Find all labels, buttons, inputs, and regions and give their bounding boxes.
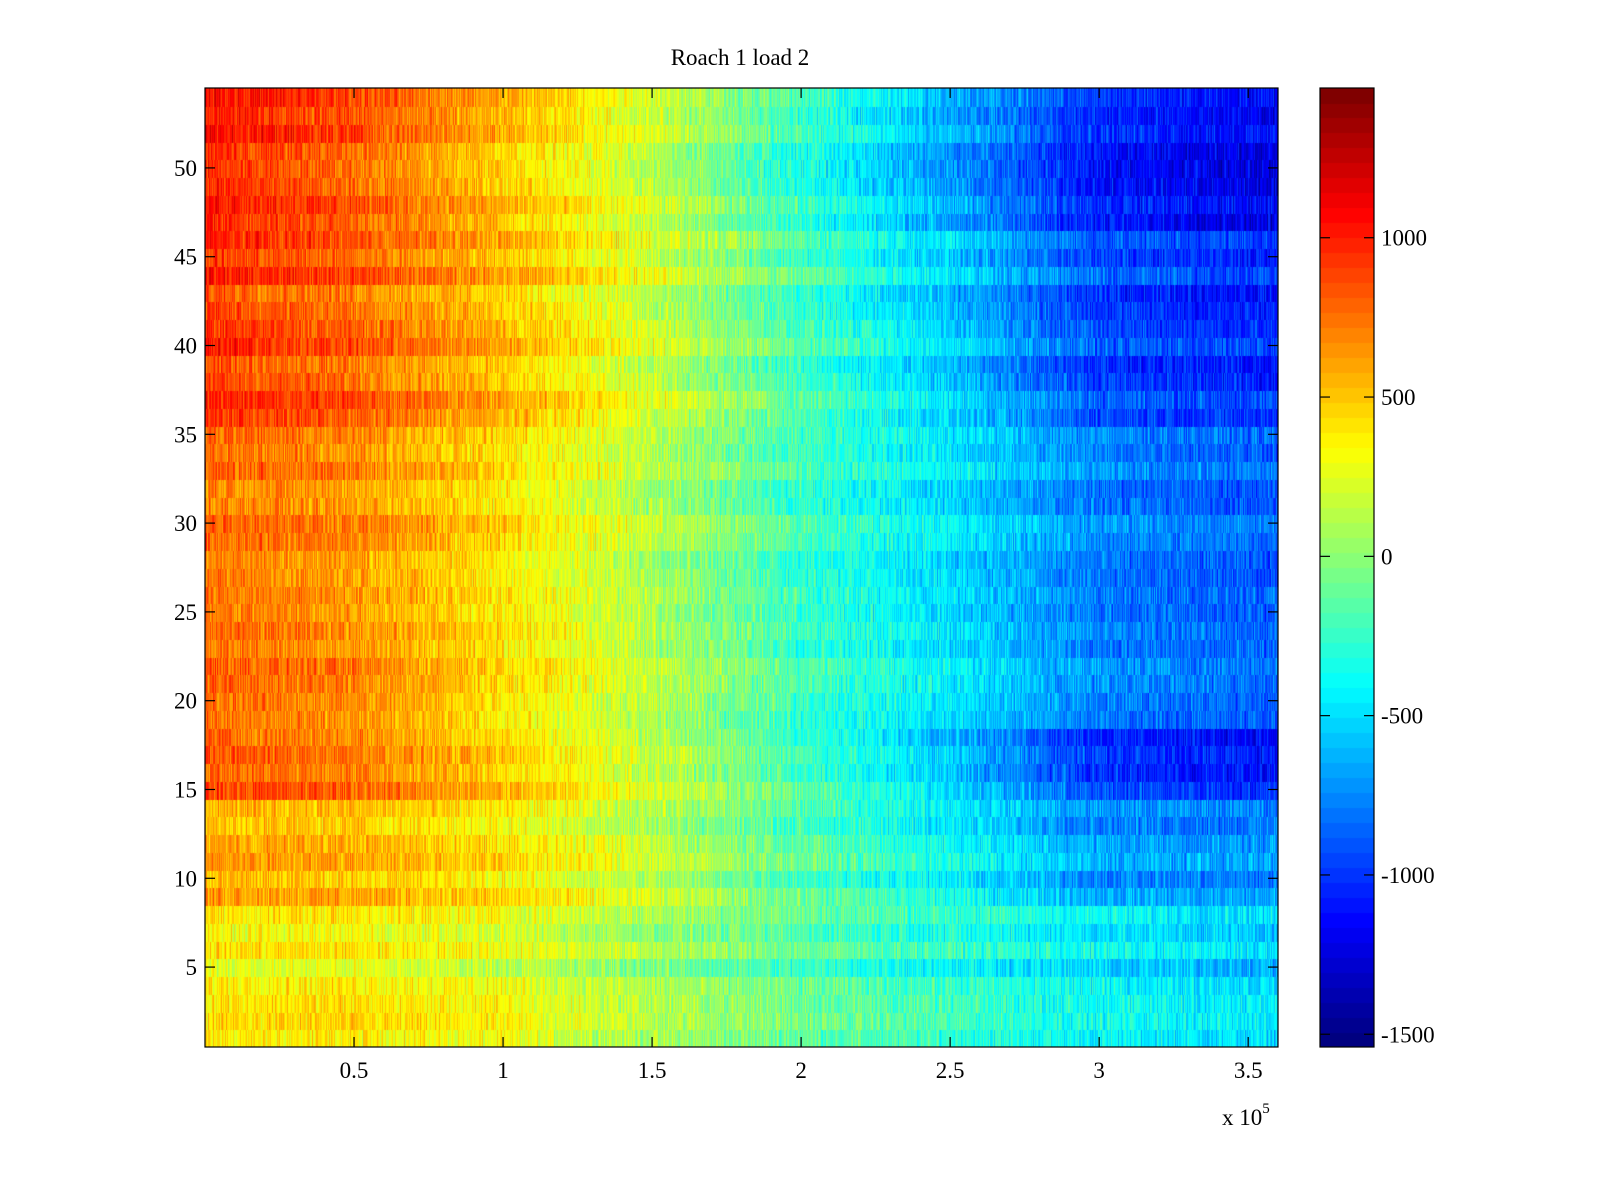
x-tick-label: 0.5 (340, 1058, 369, 1083)
heatmap-image (205, 88, 1278, 1047)
y-tick-label: 45 (174, 245, 197, 270)
y-tick-label: 35 (174, 422, 197, 447)
colorbar-tick-label: -500 (1381, 704, 1423, 729)
x-tick-label: 2.5 (936, 1058, 965, 1083)
x-tick-label: 3.5 (1234, 1058, 1263, 1083)
y-tick-label: 10 (174, 866, 197, 891)
y-tick-label: 50 (174, 156, 197, 181)
x-exponent-label: x 105 (1222, 1101, 1270, 1130)
colorbar-frame (1319, 87, 1375, 1048)
x-tick-label: 1.5 (638, 1058, 667, 1083)
y-tick-label: 30 (174, 511, 197, 536)
colorbar-axis: -1500 -1000 -500 0 500 1000 (1320, 226, 1435, 1047)
y-tick-label: 15 (174, 777, 197, 802)
y-tick-label: 20 (174, 689, 197, 714)
y-tick-label: 25 (174, 600, 197, 625)
x-tick-label: 2 (795, 1058, 807, 1083)
colorbar-tick-label: 1000 (1381, 226, 1427, 251)
plot-frame (204, 87, 1279, 1048)
colorbar-tick-label: -1500 (1381, 1022, 1435, 1047)
colorbar-tick-label: 0 (1381, 544, 1393, 569)
x-exponent-power: 5 (1262, 1101, 1270, 1117)
chart-title: Roach 1 load 2 (671, 45, 810, 70)
y-axis: 5 10 15 20 25 30 35 40 45 50 (174, 156, 1278, 980)
x-axis: 0.5 1 1.5 2 2.5 3 3.5 (340, 88, 1263, 1083)
x-exponent-base: x 10 (1222, 1105, 1262, 1130)
colorbar-tick-label: 500 (1381, 385, 1416, 410)
colorbar (1320, 88, 1374, 1047)
y-tick-label: 5 (186, 955, 198, 980)
x-tick-label: 3 (1093, 1058, 1105, 1083)
y-tick-label: 40 (174, 334, 197, 359)
x-tick-label: 1 (497, 1058, 509, 1083)
colorbar-tick-label: -1000 (1381, 863, 1435, 888)
